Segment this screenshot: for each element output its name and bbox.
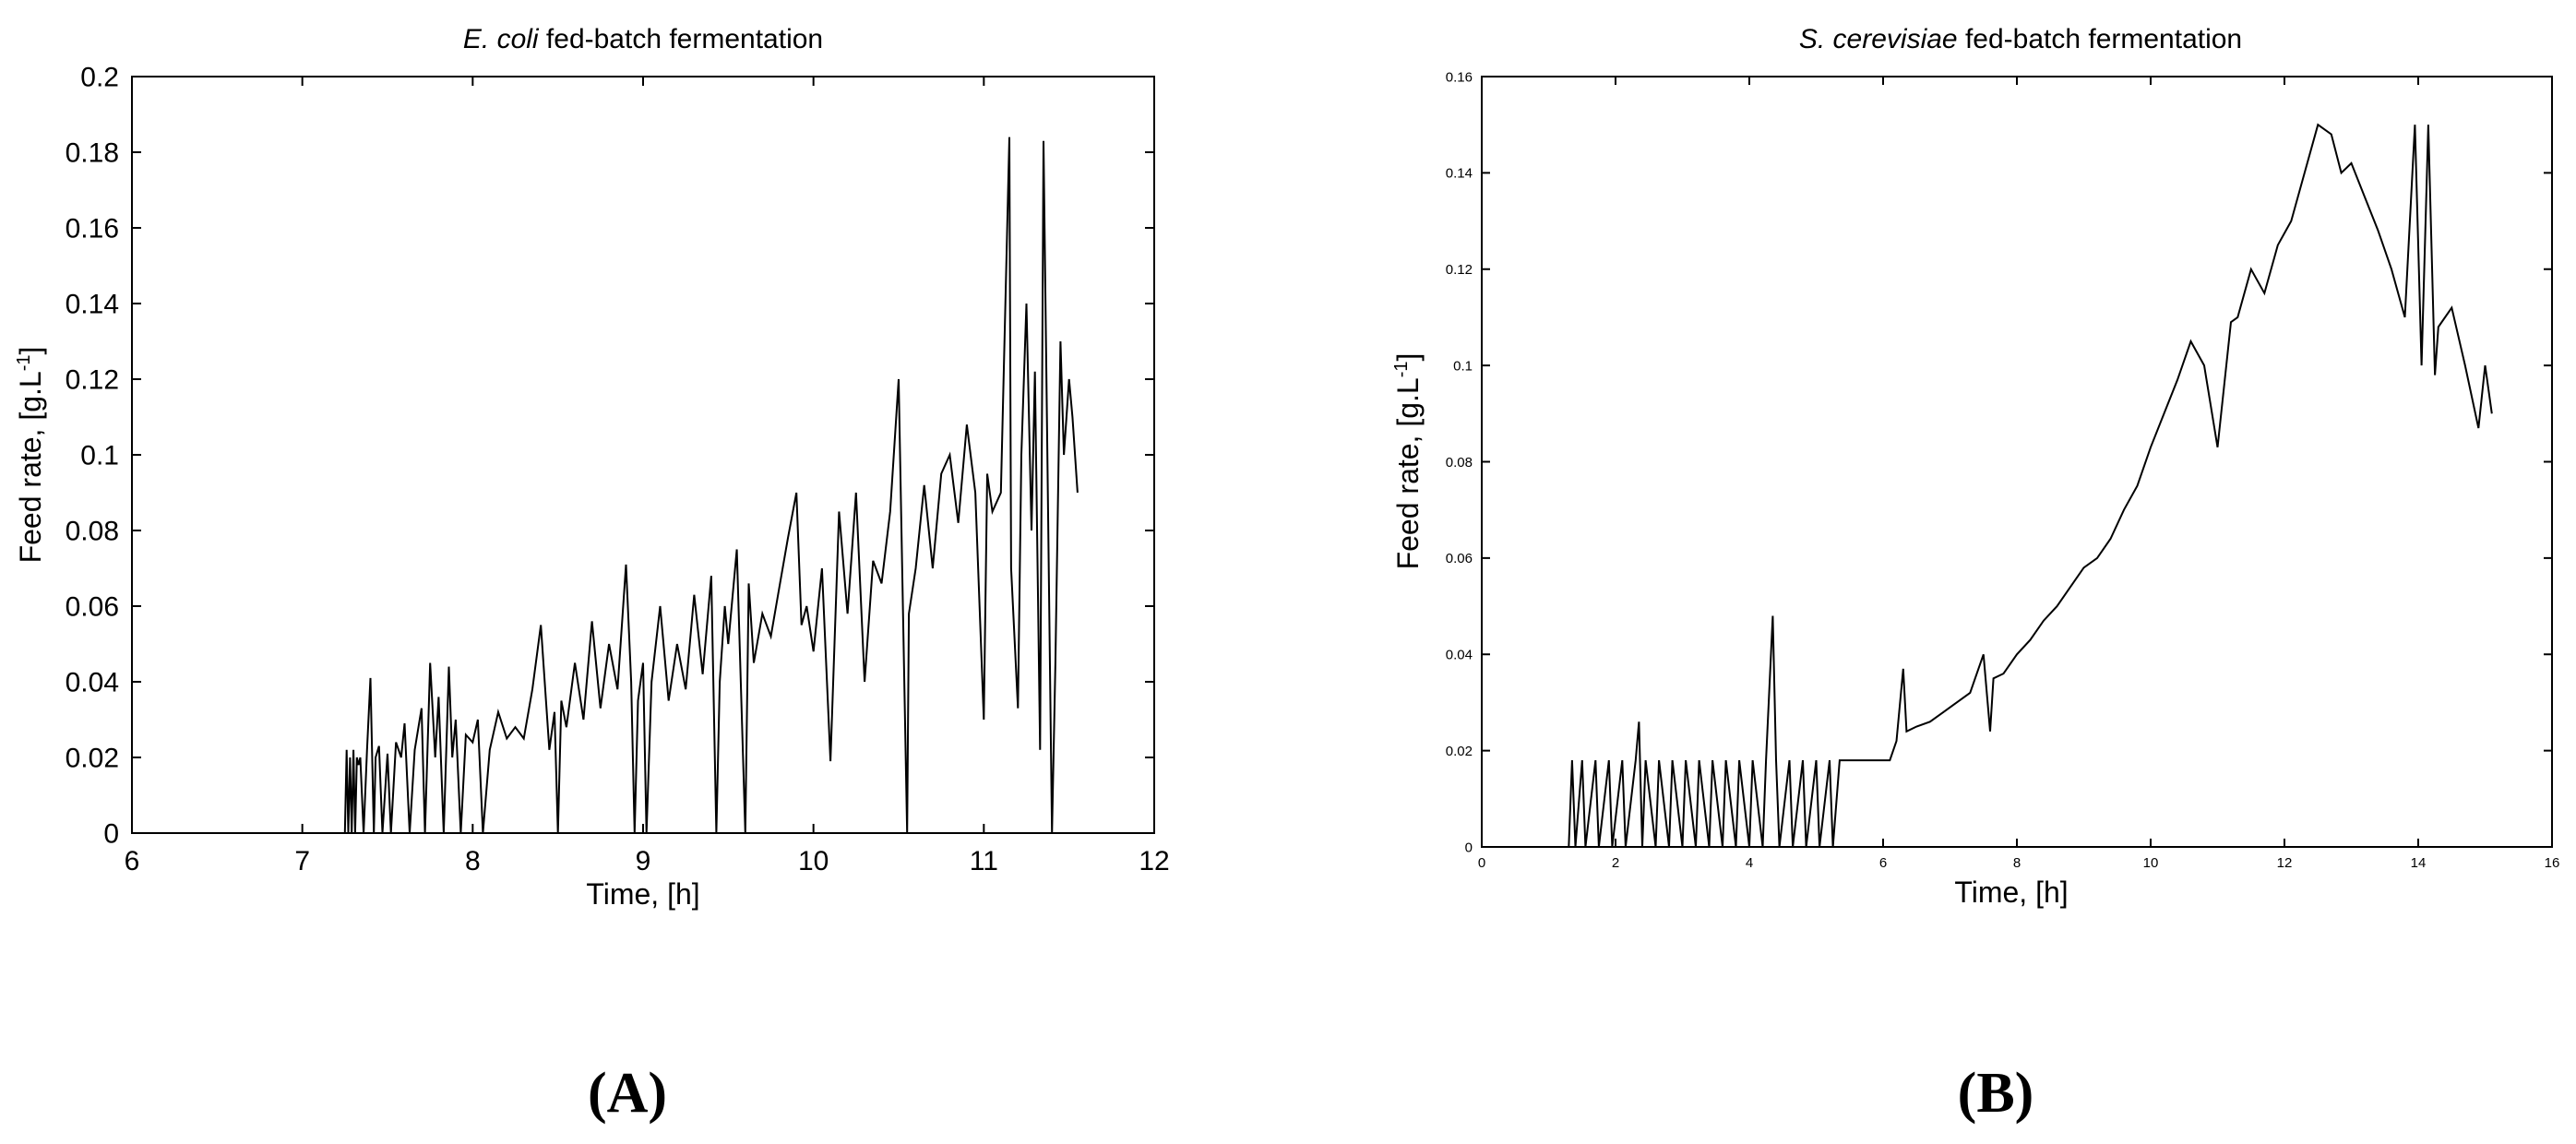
panel-b-x-tick-label: 12 — [2277, 855, 2293, 871]
panel-a-y-label-main: Feed rate, [g.L — [14, 371, 47, 563]
panel-a-x-tick-label: 11 — [970, 846, 998, 876]
panel-b-y-ticks: 0 0.02 0.04 0.06 0.08 0.1 0.12 0.14 0.16 — [1446, 69, 2552, 855]
panel-b-y-tick-label: 0.16 — [1446, 69, 1473, 85]
panel-a-y-axis-label: Feed rate, [g.L-1] — [14, 347, 47, 564]
panel-b-y-tick-label: 0.08 — [1446, 455, 1473, 471]
panel-b-x-tick-label: 10 — [2143, 855, 2159, 871]
panel-a-y-tick-label: 0.16 — [66, 214, 119, 244]
panel-a-title: E. coli fed-batch fermentation — [463, 24, 823, 54]
panel-b-x-tick-label: 14 — [2411, 855, 2427, 871]
panel-a-x-ticks: 6 7 8 9 10 11 12 — [125, 77, 1170, 876]
panel-a-y-label-sup: -1 — [14, 354, 34, 371]
panel-b-x-tick-label: 0 — [1478, 855, 1485, 871]
panel-b-y-label-close: ] — [1391, 353, 1425, 362]
panel-a-y-tick-label: 0.14 — [66, 290, 119, 320]
panel-b-x-tick-label: 8 — [2013, 855, 2021, 871]
panel-b-y-axis-label: Feed rate, [g.L-1] — [1391, 353, 1425, 570]
panel-a-x-axis-label: Time, [h] — [586, 877, 699, 911]
panel-b-label: (B) — [1958, 1062, 2034, 1125]
panel-a-x-tick-label: 10 — [798, 846, 829, 876]
panel-b-y-tick-label: 0.14 — [1446, 166, 1473, 182]
panel-a-x-tick-label: 7 — [294, 846, 310, 876]
panel-b-y-tick-label: 0.06 — [1446, 551, 1473, 566]
panel-a-label: (A) — [588, 1062, 667, 1125]
panel-a-x-tick-label: 12 — [1139, 846, 1169, 876]
panel-b-y-tick-label: 0.1 — [1453, 358, 1473, 374]
panel-b-y-tick-label: 0.04 — [1446, 648, 1473, 663]
panel-b-y-label-main: Feed rate, [g.L — [1391, 377, 1425, 569]
panel-a-y-tick-label: 0.08 — [66, 517, 119, 547]
panel-a-chart: E. coli fed-batch fermentation 6 7 8 9 10 11 1… — [14, 24, 1170, 1125]
panel-a-x-tick-label: 9 — [636, 846, 651, 876]
panel-a-y-tick-label: 0.06 — [66, 592, 119, 623]
panel-b-title-italic: S. cerevisiae — [1799, 24, 1958, 54]
panel-a-y-tick-label: 0.18 — [66, 138, 119, 169]
panel-b-y-tick-label: 0.02 — [1446, 744, 1473, 759]
panel-b-title-rest: fed-batch fermentation — [1958, 24, 2243, 54]
panel-b-y-tick-label: 0.12 — [1446, 262, 1473, 278]
panel-b-y-tick-label: 0 — [1465, 840, 1473, 855]
panel-a-x-tick-label: 6 — [125, 846, 140, 876]
panel-b-x-tick-label: 6 — [1879, 855, 1887, 871]
panel-a-y-tick-label: 0.12 — [66, 365, 119, 396]
panel-a-series-line — [343, 137, 1079, 834]
panel-a-x-tick-label: 8 — [465, 846, 481, 876]
panel-a-y-label-close: ] — [14, 347, 47, 355]
panel-a-title-italic: E. coli — [463, 24, 540, 54]
panel-b-x-ticks: 0 2 4 6 8 10 12 14 16 — [1478, 77, 2560, 871]
panel-a-title-rest: fed-batch fermentation — [539, 24, 824, 54]
panel-b-x-tick-label: 2 — [1612, 855, 1619, 871]
panel-a-y-tick-label: 0 — [103, 819, 119, 850]
panel-a-y-tick-label: 0.2 — [80, 63, 119, 93]
panel-b-title: S. cerevisiae fed-batch fermentation — [1799, 24, 2242, 54]
panel-b-x-tick-label: 16 — [2545, 855, 2560, 871]
panel-b-x-tick-label: 4 — [1746, 855, 1753, 871]
panel-b-series-line — [1568, 123, 2493, 848]
panel-b-x-axis-label: Time, [h] — [1954, 876, 2068, 909]
panel-a-y-ticks: 0 0.02 0.04 0.06 0.08 0.1 0.12 0.14 0.16 0.18 0.2 — [66, 63, 1154, 850]
panel-a-y-tick-label: 0.04 — [66, 668, 119, 698]
panel-a-y-tick-label: 0.02 — [66, 744, 119, 774]
panel-b-chart: S. cerevisiae fed-batch fermentation 0 2 4… — [1391, 24, 2559, 1125]
panel-b-y-label-sup: -1 — [1391, 361, 1412, 377]
panel-a-y-tick-label: 0.1 — [80, 441, 119, 471]
